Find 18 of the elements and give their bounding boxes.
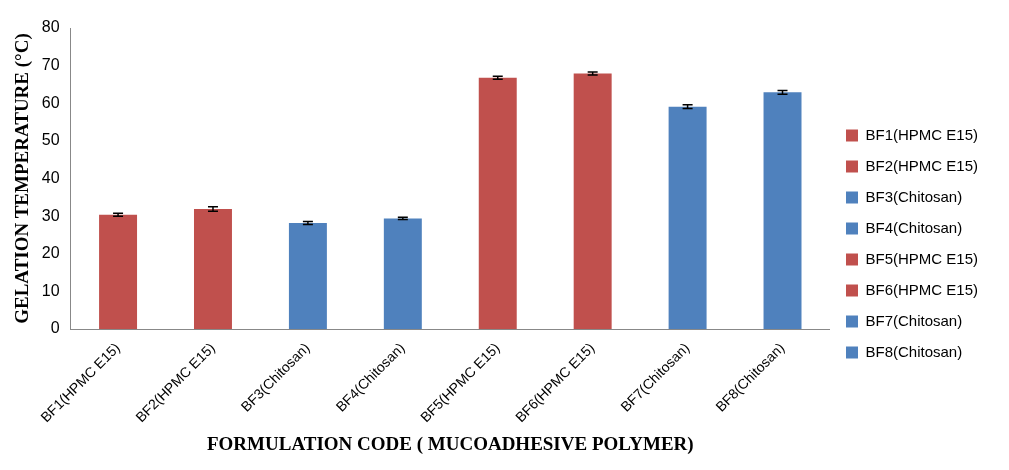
- y-tick-label: 70: [41, 56, 60, 74]
- y-tick-label: 20: [41, 244, 60, 262]
- legend-label: BF2(HPMC E15): [865, 156, 979, 174]
- legend-label: BF1(HPMC E15): [865, 125, 979, 143]
- x-axis-title: FORMULATION CODE ( MUCOADHESIVE POLYMER): [206, 432, 694, 455]
- y-tick-label: 0: [50, 319, 60, 337]
- legend-label: BF4(Chitosan): [865, 218, 963, 236]
- legend-label: BF7(Chitosan): [865, 311, 963, 329]
- y-tick-label: 80: [41, 18, 60, 36]
- legend-label: BF3(Chitosan): [865, 187, 963, 205]
- y-tick-label: 40: [41, 168, 60, 186]
- y-tick-label: 30: [41, 206, 60, 224]
- y-tick-label: 10: [41, 281, 60, 299]
- y-tick-label: 60: [41, 93, 60, 111]
- legend-label: BF6(HPMC E15): [865, 280, 979, 298]
- y-axis-title: GELATION TEMPERATURE (°C): [11, 33, 34, 324]
- legend-label: BF5(HPMC E15): [865, 249, 979, 267]
- y-tick-label: 50: [41, 131, 60, 149]
